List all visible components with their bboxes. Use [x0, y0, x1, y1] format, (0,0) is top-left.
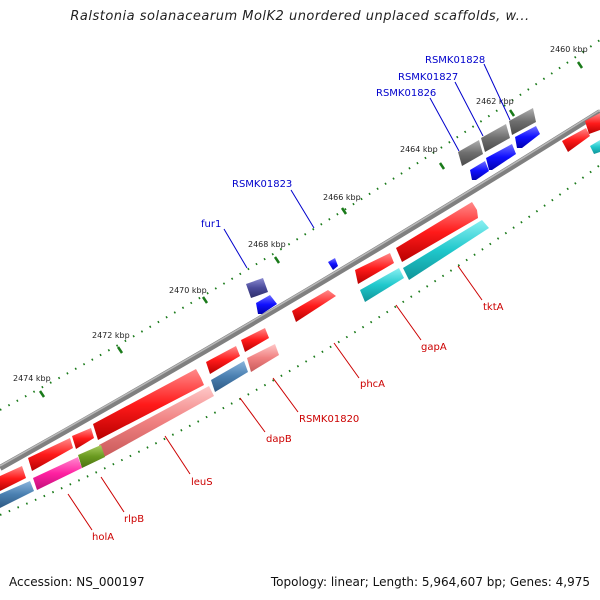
- label-rsmk01828[interactable]: RSMK01828: [425, 55, 485, 66]
- tick-label: 2462 kbp: [476, 97, 514, 106]
- tick-label: 2472 kbp: [92, 331, 130, 340]
- gene-rsmk01823[interactable]: [328, 258, 338, 270]
- gene-gapA-red[interactable]: [355, 253, 394, 284]
- gene-rsmk01828[interactable]: [509, 108, 536, 135]
- gene-rlpB[interactable]: [78, 445, 105, 468]
- gene-red-top-1[interactable]: [562, 128, 590, 152]
- label-dapB[interactable]: dapB: [266, 434, 292, 445]
- gene-blue-top-2[interactable]: [486, 144, 516, 170]
- gene-holA[interactable]: [33, 457, 82, 490]
- gene-steel-edge[interactable]: [0, 481, 34, 508]
- gene-leuS-red[interactable]: [93, 369, 204, 440]
- gene-blue-top-1[interactable]: [515, 126, 540, 148]
- label-tktA[interactable]: tktA: [483, 302, 504, 313]
- gene-blue-mid[interactable]: [256, 295, 277, 314]
- gene-red-left[interactable]: [28, 438, 73, 471]
- label-holA[interactable]: holA: [92, 532, 114, 543]
- backbone: [0, 109, 600, 471]
- reverse-strand-features: [246, 108, 600, 314]
- gene-leuS-pink[interactable]: [99, 386, 214, 457]
- tick-label: 2460 kbp: [550, 45, 588, 54]
- gene-gapA-teal[interactable]: [360, 268, 404, 302]
- gene-tktA-red[interactable]: [396, 202, 478, 262]
- gene-blue-top-3[interactable]: [470, 161, 489, 180]
- gene-fur1[interactable]: [246, 278, 268, 298]
- label-fur1[interactable]: fur1: [201, 219, 221, 230]
- tick-label: 2474 kbp: [13, 374, 51, 383]
- label-rsmk01820[interactable]: RSMK01820: [299, 414, 359, 425]
- major-ticks: [38, 61, 584, 398]
- gene-red-edge[interactable]: [0, 466, 26, 491]
- map-title: Ralstonia solanacearum MolK2 unordered u…: [70, 9, 530, 24]
- outer-scale-dots: [0, 39, 600, 411]
- forward-strand-features: [0, 202, 489, 508]
- gene-teal-top[interactable]: [590, 140, 600, 154]
- gene-rsmk01820-pink[interactable]: [247, 344, 279, 372]
- label-rsmk01827[interactable]: RSMK01827: [398, 72, 458, 83]
- gene-red-top-2[interactable]: [585, 113, 600, 134]
- label-rlpB[interactable]: rlpB: [124, 514, 144, 525]
- tick-label: 2470 kbp: [169, 286, 207, 295]
- backbone-highlight: [0, 109, 600, 467]
- gene-dapB-steel[interactable]: [211, 361, 248, 392]
- label-leaders-bottom: [67, 265, 483, 531]
- label-gapA[interactable]: gapA: [421, 342, 447, 353]
- label-leuS[interactable]: leuS: [191, 477, 213, 488]
- label-rsmk01823[interactable]: RSMK01823: [232, 179, 292, 190]
- label-leaders-top: [223, 63, 511, 269]
- gene-rsmk01827[interactable]: [481, 124, 510, 152]
- gene-dapB-red[interactable]: [206, 346, 240, 374]
- tick-label: 2464 kbp: [400, 145, 438, 154]
- tick-label: 2466 kbp: [323, 193, 361, 202]
- tick-label: 2468 kbp: [248, 240, 286, 249]
- gene-red-small[interactable]: [72, 428, 94, 449]
- accession-text: Accession: NS_000197: [9, 575, 145, 589]
- label-phcA[interactable]: phcA: [360, 379, 385, 390]
- label-rsmk01826[interactable]: RSMK01826: [376, 88, 436, 99]
- topology-text: Topology: linear; Length: 5,964,607 bp; …: [270, 575, 590, 589]
- gene-tktA-teal[interactable]: [403, 220, 489, 280]
- gene-rsmk01820-red[interactable]: [241, 328, 269, 352]
- gene-phcA[interactable]: [292, 290, 336, 322]
- gene-rsmk01826[interactable]: [458, 140, 483, 166]
